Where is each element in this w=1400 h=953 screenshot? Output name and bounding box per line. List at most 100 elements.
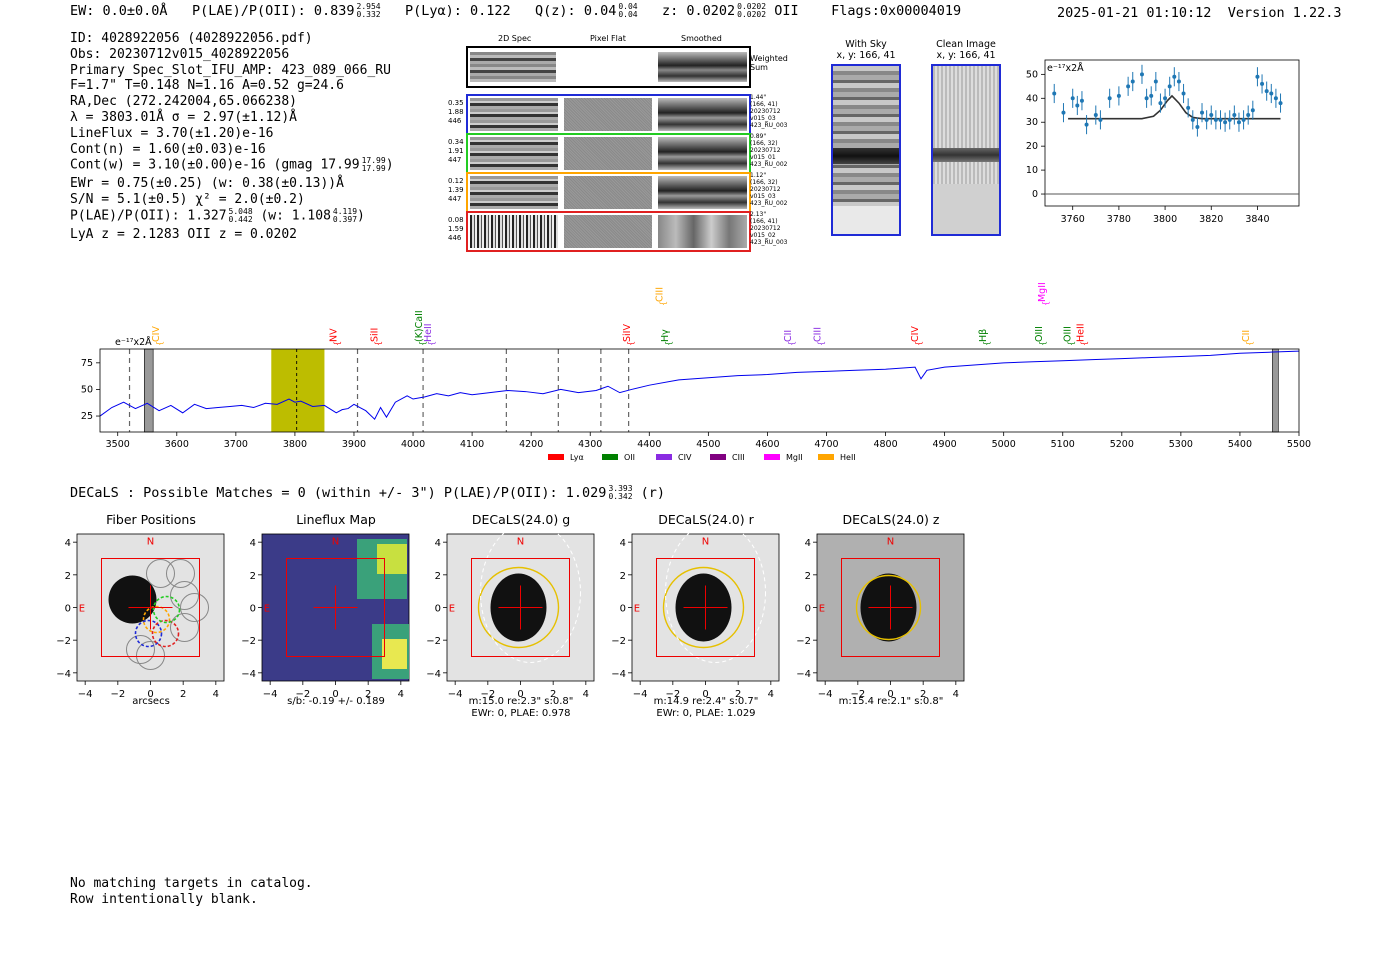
decals-ytick-label: 0 — [435, 604, 441, 615]
spectrum-line-window — [271, 349, 325, 432]
spectrum-xtick-label: 5100 — [1051, 439, 1075, 450]
cutout-row-meta-line: 1.44" — [750, 94, 767, 101]
spectrum-xtick-label: 4000 — [401, 439, 425, 450]
zoom-xtick-label: 3760 — [1061, 214, 1085, 225]
compass-north: N — [332, 537, 339, 548]
zoom-data-point — [1172, 67, 1177, 87]
zoom-xtick-label: 3780 — [1107, 214, 1131, 225]
info-fit: F=1.7" T=0.148 N=1.16 A=0.52 g=24.6 — [70, 78, 344, 94]
zoom-data-point — [1130, 71, 1135, 92]
decals-fov-box — [656, 558, 755, 657]
legend-swatch — [548, 454, 564, 460]
spectrum-line-label: CIII — [813, 327, 824, 342]
spectrum-ytick-label: 50 — [81, 384, 93, 395]
spectrum-line-label: Hγ — [660, 329, 671, 342]
with-sky-mask — [833, 206, 899, 234]
fiber-circle — [146, 559, 175, 588]
cutout-row-meta-line: v015_03 — [750, 115, 776, 122]
zoom-point-marker — [1116, 93, 1121, 98]
spectrum-line-bracket: { — [914, 341, 923, 346]
zoom-point-marker — [1278, 101, 1283, 106]
decals-xtick-label: 2 — [735, 689, 741, 700]
zoom-data-point — [1232, 105, 1237, 125]
zoom-xtick-label: 3820 — [1199, 214, 1223, 225]
fiber-circle-active — [142, 605, 171, 634]
spectrum-line-bracket: { — [982, 341, 991, 346]
header-right: 2025-01-21 01:10:12 Version 1.22.3 — [1057, 5, 1342, 21]
cutout-row-meta-line: 1.12" — [750, 172, 767, 179]
zoom-point-marker — [1250, 108, 1255, 113]
decals-ytick-label: −4 — [241, 669, 256, 680]
decals-ytick-label: 4 — [620, 538, 626, 549]
cutout-row-stat: 1.59 — [448, 225, 464, 233]
cutout-row-meta-line: 20230712 — [750, 225, 781, 232]
header-ew: EW: 0.0±0.0Å — [70, 3, 168, 19]
zoom-point-marker — [1093, 113, 1098, 118]
zoom-point-marker — [1052, 91, 1057, 96]
decals-ytick-label: −2 — [796, 636, 811, 647]
cutout-row-frame — [466, 172, 751, 213]
cutout-smooth-image — [658, 215, 747, 248]
decals-ytick-label: 4 — [805, 538, 811, 549]
info-block: ID: 4028922056 (4028922056.pdf) Obs: 202… — [70, 31, 394, 243]
zoom-point-marker — [1075, 103, 1080, 108]
spectrum-line-label: OIII — [1062, 326, 1073, 342]
spectrum-xtick-label: 4500 — [696, 439, 720, 450]
spectrum-xtick-label: 3900 — [342, 439, 366, 450]
zoom-data-point — [1116, 86, 1121, 106]
legend-swatch — [656, 454, 672, 460]
zoom-data-point — [1223, 112, 1228, 132]
spectrum-xtick-label: 3800 — [283, 439, 307, 450]
cutout-row-stats: 0.08 1.59 446 — [448, 216, 464, 243]
fiber-circle — [126, 635, 155, 664]
zoom-data-point — [1209, 105, 1214, 125]
zoom-data-point — [1149, 86, 1154, 106]
spectrum-mask-right — [1272, 348, 1279, 433]
zoom-unit-label: e⁻¹⁷x2Å — [1047, 62, 1084, 74]
spectrum-line-label: CII — [1241, 330, 1252, 342]
info-contn: Cont(n) = 1.60(±0.03)e-16 — [70, 141, 266, 157]
zoom-point-marker — [1153, 79, 1158, 84]
spectrum-line-label: CIII — [654, 287, 665, 302]
zoom-data-point — [1273, 88, 1278, 108]
header-bar: EW: 0.0±0.0Å P(LAE)/P(OII): 0.839 2.954 0.… — [70, 3, 962, 20]
decals-xtick-label: −4 — [633, 689, 648, 700]
header-version: Version 1.22.3 — [1227, 5, 1342, 21]
header-flags: Flags:0x00004019 — [831, 3, 962, 19]
zoom-data-point — [1139, 64, 1144, 84]
decals-fov-box — [841, 558, 940, 657]
zoom-plot-frame — [1044, 59, 1300, 207]
zoom-point-marker — [1255, 74, 1260, 79]
decals-ytick-label: 2 — [805, 571, 811, 582]
decals-xtick-label: 0 — [517, 689, 523, 700]
zoom-point-marker — [1176, 79, 1181, 84]
cutout-smooth-image — [658, 98, 747, 131]
spectrum-line-label: OIII — [1034, 326, 1045, 342]
cutout-row-meta: 1.12" (166, 32) 20230712 v015_03 423_RU_002 — [750, 172, 787, 207]
cutout-smooth-image — [658, 176, 747, 209]
cutout-row-stat: 0.12 — [448, 177, 464, 185]
zoom-ytick-label: 50 — [1026, 69, 1038, 80]
cutout-flat-image — [564, 176, 652, 209]
header-plya: P(Lyα): 0.122 — [404, 3, 511, 19]
spectrum-unit-label: e⁻¹⁷x2Å — [115, 336, 152, 348]
spectrum-xtick-label: 4700 — [814, 439, 838, 450]
decals-fov-box — [101, 558, 200, 657]
weighted-sum-box — [466, 46, 751, 88]
spectrum-xtick-label: 4800 — [873, 439, 897, 450]
decals-xtick-label: 2 — [180, 689, 186, 700]
zoom-point-marker — [1167, 84, 1172, 89]
zoom-point-marker — [1223, 120, 1228, 125]
zoom-point-marker — [1149, 93, 1154, 98]
cutout-row-meta: 2.13" (166, 41) 20230712 v015_02 423_RU_003 — [750, 211, 787, 246]
decals-panel-plot: N E −4 −4 −2 −2 0 0 2 2 4 4 — [241, 533, 410, 700]
zoom-data-point — [1126, 76, 1131, 96]
zoom-data-point — [1084, 115, 1089, 135]
spectrum-line-bracket: { — [658, 301, 667, 306]
zoom-chart: 0 10 20 30 40 50 3760 3780 3800 3820 3840 e⁻¹⁷x2Å — [1026, 59, 1300, 225]
decals-fov-box — [286, 558, 385, 657]
legend-label: CIII — [732, 453, 745, 462]
spectrum-xtick-label: 3600 — [165, 439, 189, 450]
zoom-point-marker — [1236, 120, 1241, 125]
zoom-point-marker — [1227, 117, 1232, 122]
